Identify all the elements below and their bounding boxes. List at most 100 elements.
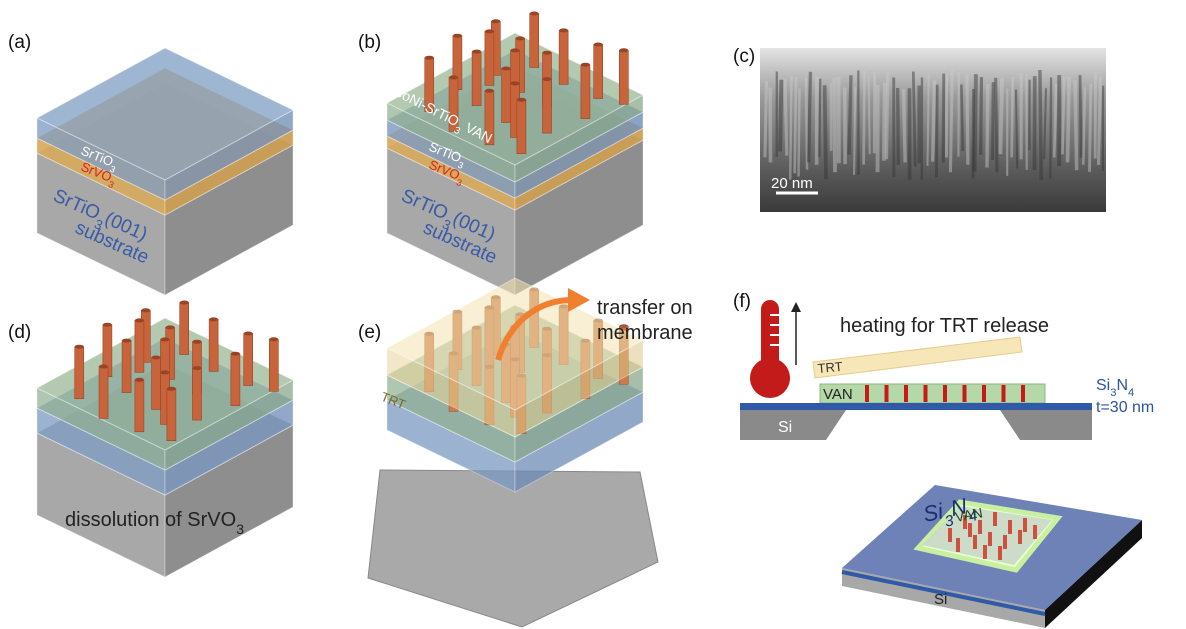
scale-bar-label: 20 nm (771, 175, 813, 192)
nanopillar-cap (99, 364, 108, 368)
text: Si (1096, 377, 1110, 394)
tem-column (1050, 77, 1051, 178)
text: dissolution of SrVO (65, 509, 236, 531)
nanopillar-cap (502, 67, 511, 71)
tem-column (943, 74, 944, 163)
tem-column (1000, 78, 1002, 155)
nanopillar (135, 380, 144, 432)
tem-column (993, 82, 994, 160)
nanopillar-cap (449, 75, 458, 79)
membrane-block (368, 470, 658, 627)
nanopillar-cap (122, 339, 131, 343)
nanopillar (209, 319, 218, 371)
nanopillar-cap (485, 29, 494, 33)
tem-column (795, 77, 796, 174)
caption: transfer on (597, 297, 693, 319)
nanopillar (1033, 525, 1037, 539)
nanopillar (973, 535, 977, 549)
tem-column (854, 87, 855, 175)
tem-column (987, 84, 988, 167)
tem-column (898, 88, 899, 165)
tem-column (849, 75, 851, 154)
thickness-label: t=30 nm (1096, 399, 1154, 416)
nanopillar (530, 14, 539, 68)
nanopillar (167, 389, 176, 441)
tem-column (886, 71, 887, 159)
nanopillar-cap (209, 317, 218, 321)
nanopillar (993, 512, 997, 526)
tem-column (967, 75, 968, 165)
text: 4 (1128, 387, 1134, 399)
nanopillar-cap (152, 356, 161, 360)
nanopillar (75, 347, 84, 399)
panel-label: (f) (733, 291, 751, 312)
tem-column (790, 76, 791, 180)
nanopillar-cap (167, 387, 176, 391)
nanopillar (135, 320, 144, 372)
tem-column (819, 79, 820, 157)
tem-column (869, 76, 870, 154)
tem-column (1075, 80, 1077, 170)
nanopillar-cap (161, 370, 170, 374)
nanopillar (948, 528, 952, 542)
tem-column (1068, 77, 1070, 163)
caption: membrane (597, 322, 693, 344)
nanopillar-cap (517, 98, 526, 102)
trt-strip (813, 337, 1022, 378)
panel-label: (d) (8, 322, 31, 343)
tem-column (928, 73, 929, 165)
tem-column (1098, 76, 1100, 165)
substrate-label: Si (778, 419, 792, 436)
tem-column (933, 80, 935, 161)
nanopillar (865, 385, 869, 402)
nanopillar-cap (161, 337, 170, 341)
nanopillar-cap (530, 12, 539, 16)
nanopillar-cap (594, 43, 603, 47)
nanopillar (885, 385, 889, 402)
si-support (740, 410, 846, 440)
tem-column (981, 77, 982, 155)
nanopillar-cap (193, 340, 202, 344)
nanopillar-cap (425, 56, 434, 60)
tem-column (825, 85, 826, 179)
nanopillar-cap (543, 51, 552, 55)
nanopillar (1003, 535, 1007, 549)
panel-label: (b) (358, 32, 381, 53)
nanopillar (502, 69, 511, 123)
nanopillar-cap (619, 48, 628, 52)
tem-column (913, 72, 915, 167)
nanopillar (517, 100, 526, 154)
tem-column (1016, 90, 1017, 169)
tem-column (974, 74, 975, 172)
tem-column (806, 78, 807, 170)
van-film (820, 384, 1045, 403)
nanopillar (998, 546, 1002, 560)
nanopillar (231, 354, 240, 406)
nanopillar (472, 52, 481, 106)
heat-arrowhead (791, 302, 801, 312)
nanopillar (963, 385, 967, 402)
nanopillar (594, 45, 603, 99)
nanopillar-cap (135, 318, 144, 322)
nanopillar (269, 339, 278, 391)
transfer-arrowhead (568, 288, 590, 312)
tem-column (904, 89, 906, 162)
tem-column (809, 72, 811, 163)
nanopillar-cap (491, 19, 500, 23)
nanopillar (1008, 520, 1012, 534)
nanopillar (559, 30, 568, 84)
si-support (1000, 410, 1092, 440)
nanopillar-cap (141, 308, 150, 312)
nanopillar (1023, 518, 1027, 532)
text: N (1116, 377, 1128, 394)
tem-column (936, 85, 937, 177)
nanopillar (982, 385, 986, 402)
si3n4-membrane (740, 403, 1092, 410)
nanopillar (244, 334, 253, 386)
tem-column (961, 85, 962, 151)
tem-column (1040, 70, 1041, 180)
nanopillar-cap (269, 337, 278, 341)
tem-column (765, 81, 767, 157)
van-label: VAN (823, 386, 853, 403)
nanopillar (619, 50, 628, 104)
